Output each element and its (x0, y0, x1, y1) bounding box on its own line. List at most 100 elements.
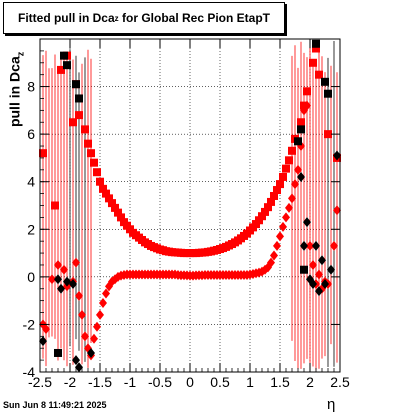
data-point-diamond (294, 164, 302, 175)
data-point-diamond (315, 269, 323, 280)
chart-title-rest: for Global Rec Pion EtapT (122, 11, 271, 25)
data-point-diamond (330, 240, 338, 251)
y-tick-label: -4 (23, 364, 36, 380)
data-point-diamond (315, 286, 323, 297)
x-tick-label: 0 (186, 374, 194, 390)
data-point-diamond (282, 212, 290, 223)
data-point-diamond (102, 288, 110, 299)
data-point-square (72, 80, 80, 89)
y-tick-label: 6 (27, 126, 35, 142)
y-axis-label-main: pull in Dca (6, 56, 23, 128)
x-tick-label: 1.5 (270, 374, 290, 390)
data-point-diamond (75, 290, 83, 301)
data-point-square (99, 184, 107, 193)
data-point-square (105, 194, 113, 203)
data-point-diamond (303, 217, 311, 228)
x-tick-label: 1 (246, 374, 254, 390)
data-point-square (114, 208, 122, 217)
y-tick-label: -2 (23, 316, 36, 332)
data-point-square (312, 44, 320, 53)
data-point-square (321, 77, 329, 86)
data-point-square (84, 139, 92, 148)
data-point-square (258, 212, 266, 221)
data-point-diamond (303, 100, 311, 111)
data-point-square (81, 125, 89, 134)
data-point-diamond (99, 298, 107, 309)
data-point-diamond (96, 309, 104, 320)
data-point-square (303, 87, 311, 96)
data-point-square (102, 189, 110, 198)
y-axis-label: pull in Dcaz (7, 39, 26, 139)
data-point-square (273, 186, 281, 195)
data-point-diamond (39, 336, 47, 347)
data-point-square (294, 137, 302, 146)
data-point-diamond (57, 283, 65, 294)
data-point-diamond (276, 231, 284, 242)
x-axis-label: η (327, 396, 336, 413)
data-point-diamond (327, 264, 335, 275)
data-point-diamond (273, 240, 281, 251)
data-point-square (285, 156, 293, 165)
data-point-square (264, 203, 272, 212)
data-point-diamond (267, 257, 275, 268)
data-point-diamond (78, 309, 86, 320)
data-point-diamond (72, 355, 80, 366)
data-point-diamond (285, 202, 293, 213)
y-axis-label-sub: z (15, 51, 26, 57)
data-point-diamond (270, 250, 278, 261)
data-point-square (279, 172, 287, 181)
data-point-square (117, 213, 125, 222)
data-point-square (69, 118, 77, 127)
data-point-diamond (69, 278, 77, 289)
data-point-square (54, 348, 62, 357)
data-point-diamond (90, 333, 98, 344)
data-point-diamond (309, 259, 317, 270)
y-tick-label: 0 (27, 269, 35, 285)
data-point-diamond (81, 331, 89, 342)
data-point-square (276, 180, 284, 189)
data-point-square (75, 94, 83, 103)
data-point-square (297, 118, 305, 127)
x-tick-label: 2.5 (330, 374, 350, 390)
data-point-square (261, 207, 269, 216)
data-point-diamond (306, 240, 314, 251)
data-point-diamond (87, 347, 95, 358)
data-point-square (282, 164, 290, 173)
x-tick-label: -1.5 (88, 374, 112, 390)
y-tick-label: 4 (27, 174, 35, 190)
data-point-diamond (318, 255, 326, 266)
data-point-diamond (333, 205, 341, 216)
data-point-square (75, 111, 83, 120)
data-point-square (96, 177, 104, 186)
data-point-diamond (279, 221, 287, 232)
data-point-diamond (72, 257, 80, 268)
timestamp: Sun Jun 8 11:49:21 2025 (3, 400, 107, 410)
data-point-square (324, 89, 332, 98)
data-point-square (270, 191, 278, 200)
data-point-diamond (93, 321, 101, 332)
data-point-square (315, 70, 323, 79)
data-point-square (93, 168, 101, 177)
data-point-square (255, 216, 263, 225)
x-tick-label: -1 (124, 374, 137, 390)
data-point-diamond (42, 324, 50, 335)
y-tick-label: 8 (27, 79, 35, 95)
x-tick-label: -2 (64, 374, 77, 390)
data-point-diamond (291, 179, 299, 190)
data-point-diamond (60, 264, 68, 275)
x-tick-label: -0.5 (148, 374, 172, 390)
data-point-square (87, 149, 95, 158)
chart-title-main: Fitted pull in Dca (17, 11, 115, 25)
x-tick-label: 0.5 (210, 374, 230, 390)
x-tick-label: 2 (306, 374, 314, 390)
data-point-square (39, 149, 47, 158)
data-point-square (297, 125, 305, 134)
data-point-diamond (48, 274, 56, 285)
data-point-diamond (297, 171, 305, 182)
data-point-square (108, 199, 116, 208)
data-point-square (63, 61, 71, 70)
data-point-diamond (312, 240, 320, 251)
data-point-square (60, 51, 68, 60)
data-point-square (90, 158, 98, 167)
